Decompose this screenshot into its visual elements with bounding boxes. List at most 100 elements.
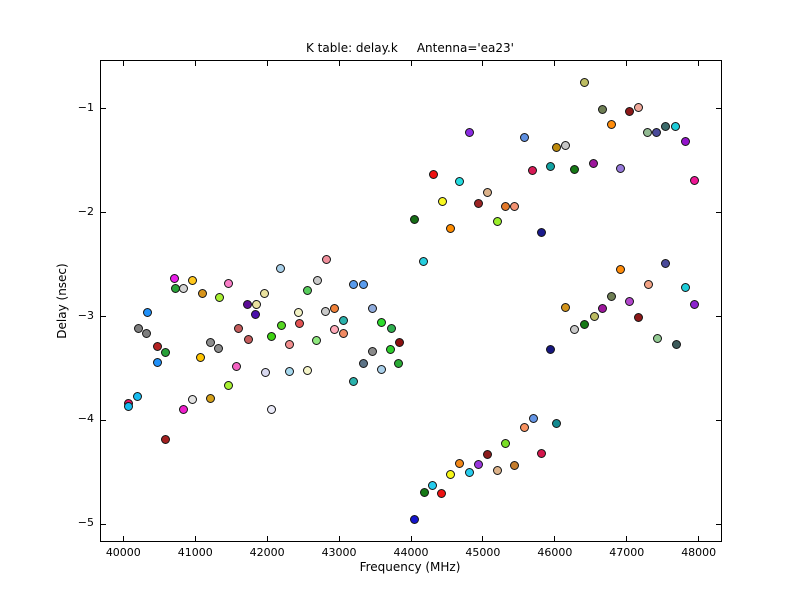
x-tick-mark [554,61,556,66]
data-point [393,358,403,368]
x-tick-label: 42000 [249,546,285,559]
data-point [224,278,234,288]
y-tick-label: −1 [77,100,94,114]
y-tick-label: −5 [77,516,94,530]
data-point [330,303,340,313]
data-point [510,460,519,470]
data-point [473,459,483,469]
x-tick-mark [626,61,628,66]
data-point [482,450,492,460]
data-point [251,310,261,319]
data-point [178,284,188,294]
data-point [169,273,179,283]
data-point [132,392,142,402]
plot-area: 40000 41000 42000 43000 44000 45000 46000 47000… [78,60,722,559]
x-tick-label: 48000 [681,546,717,559]
y-axis-label: Delay (nsec) [55,263,69,339]
data-point [492,465,502,475]
data-point [473,198,483,208]
x-tick-label: 44000 [393,546,429,559]
data-point [625,296,635,306]
data-point [501,201,510,211]
data-point [267,404,277,414]
data-point [436,488,446,498]
y-tick-label: −4 [77,412,94,426]
chart-title: K table: delay.k Antenna='ea23' [306,41,514,55]
data-point [252,299,262,309]
x-tick-mark [698,536,700,541]
data-point [529,413,539,423]
x-tick-label: 40000 [105,546,141,559]
data-point [454,458,464,468]
data-point [409,215,419,225]
data-point [285,367,295,377]
data-point [376,365,386,375]
data-point [634,313,644,323]
data-point [616,265,626,275]
data-point [634,103,644,113]
data-point [419,487,429,497]
x-tick-mark [338,61,340,66]
data-point [313,275,323,285]
data-point [561,302,571,312]
data-point [394,338,404,348]
x-tick-label: 47000 [609,546,645,559]
data-point [141,328,151,338]
data-point [589,159,599,169]
data-point [178,404,188,414]
data-point [339,328,349,338]
x-tick-mark [194,61,196,66]
data-point [598,303,608,313]
x-tick-label: 41000 [177,546,213,559]
data-point [267,331,277,341]
data-point [294,307,304,317]
y-tick-mark [101,419,106,421]
x-tick-mark [554,536,556,541]
x-tick-label: 46000 [537,546,573,559]
data-point [187,395,197,405]
data-point [348,279,358,289]
data-point [501,438,510,448]
data-point [445,470,455,479]
data-point [464,467,474,477]
x-tick-mark [410,536,412,541]
data-point [652,128,662,138]
data-point [260,289,270,299]
data-point [224,380,234,390]
data-point [385,345,395,355]
x-tick-label: 45000 [465,546,501,559]
data-point [160,434,170,444]
data-point [570,324,580,334]
data-point [437,196,447,206]
data-point [428,169,438,179]
data-point [482,188,492,198]
data-point [285,340,295,350]
data-point [234,323,244,333]
data-point [537,449,547,459]
y-tick-mark [716,316,721,318]
data-point [616,163,626,173]
data-point [133,323,143,333]
data-point [520,423,530,433]
data-point [464,128,474,138]
data-point [321,306,331,316]
data-point [142,307,152,317]
data-point [295,319,305,329]
x-tick-mark [266,61,268,66]
data-point [510,201,519,211]
data-point [409,514,419,524]
data-point [644,279,654,289]
y-tick-label: −2 [77,204,94,218]
data-point [367,347,377,357]
x-tick-mark [482,536,484,541]
data-point [303,366,313,376]
x-tick-mark [194,536,196,541]
data-point [661,259,671,269]
data-point [625,107,635,117]
data-point [276,264,286,274]
data-point [661,121,671,131]
data-point [561,140,571,150]
y-tick-mark [716,523,721,525]
data-point [358,358,368,368]
